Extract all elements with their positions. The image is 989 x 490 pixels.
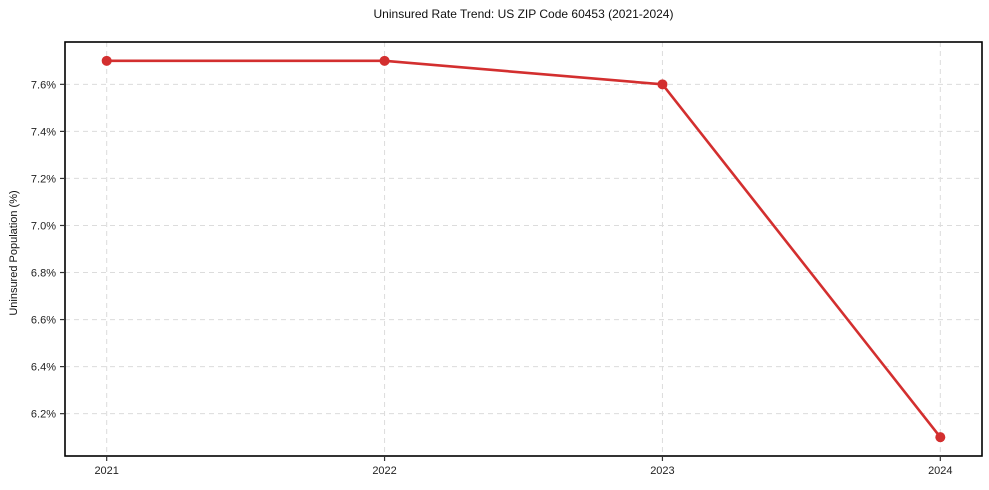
- x-tick-label: 2021: [94, 465, 118, 477]
- data-point: [935, 432, 946, 443]
- plot-border: [64, 41, 983, 457]
- y-tick-label: 6.8%: [31, 268, 56, 280]
- y-tick-label: 6.2%: [31, 409, 56, 421]
- data-point: [657, 79, 668, 90]
- data-point: [379, 55, 390, 66]
- x-tick-label: 2023: [650, 465, 674, 477]
- chart-title: Uninsured Rate Trend: US ZIP Code 60453 …: [373, 7, 674, 21]
- y-tick-label: 7.0%: [31, 220, 56, 232]
- x-tick-label: 2022: [372, 465, 396, 477]
- x-tick-label: 2024: [928, 465, 952, 477]
- y-tick-label: 7.2%: [31, 173, 56, 185]
- y-tick-label: 6.6%: [31, 315, 56, 327]
- y-tick-label: 7.4%: [31, 126, 56, 138]
- y-tick-label: 6.4%: [31, 362, 56, 374]
- trend-line: [105, 59, 942, 439]
- data-point: [101, 55, 112, 66]
- y-tick-label: 7.6%: [31, 79, 56, 91]
